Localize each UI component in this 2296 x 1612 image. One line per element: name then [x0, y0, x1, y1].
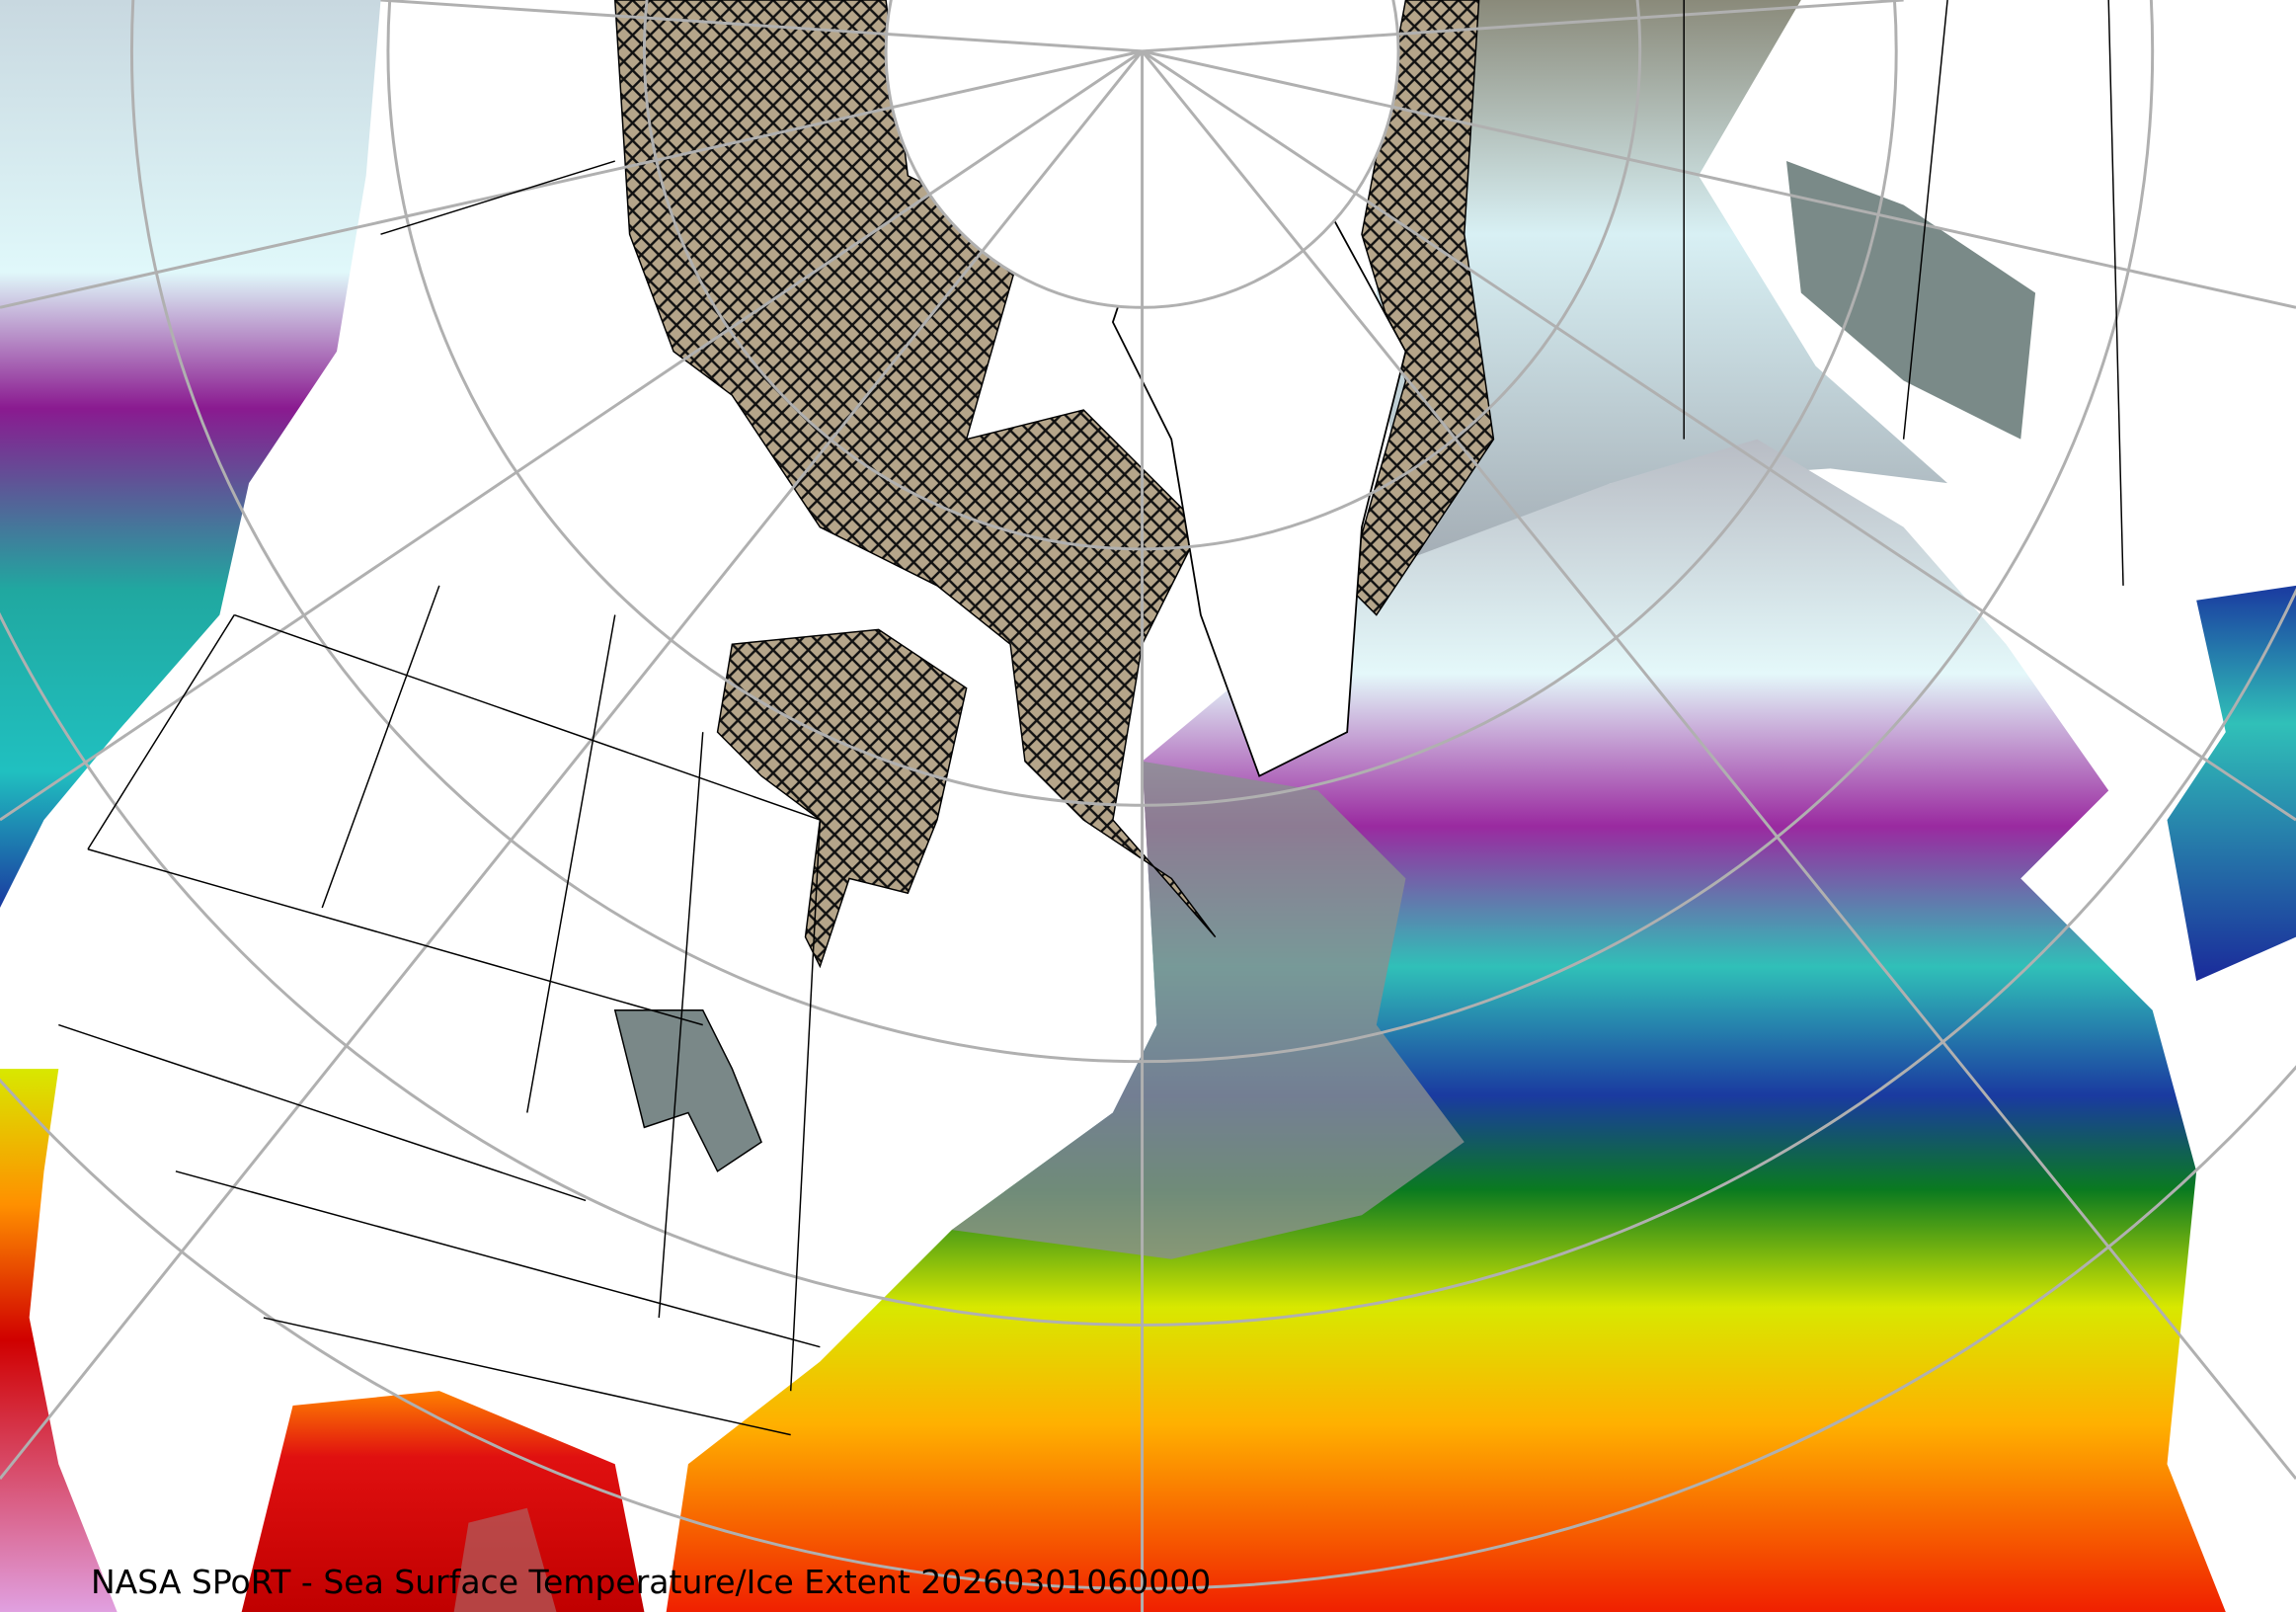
- norwegian-sea: [1376, 0, 1948, 586]
- sea-ice-hudson-bay: [716, 628, 968, 969]
- baltic-white-sea: [1785, 161, 2036, 440]
- pacific-ocean-south: [0, 1069, 118, 1612]
- atlantic-ocean: [666, 439, 2226, 1612]
- mediterranean-sea: [2167, 585, 2296, 982]
- gulf-of-mexico: [241, 1391, 645, 1612]
- political-borders: [58, 0, 2124, 1436]
- labrador-sea-shelf: [951, 761, 1465, 1259]
- sea-ice-greenland-east: [1346, 0, 1495, 616]
- pacific-ocean-north: [0, 0, 381, 909]
- great-lakes: [613, 1009, 762, 1172]
- gulf-cold-tongue: [453, 1507, 557, 1612]
- map-caption: NASA SPoRT - Sea Surface Temperature/Ice…: [91, 1563, 1212, 1601]
